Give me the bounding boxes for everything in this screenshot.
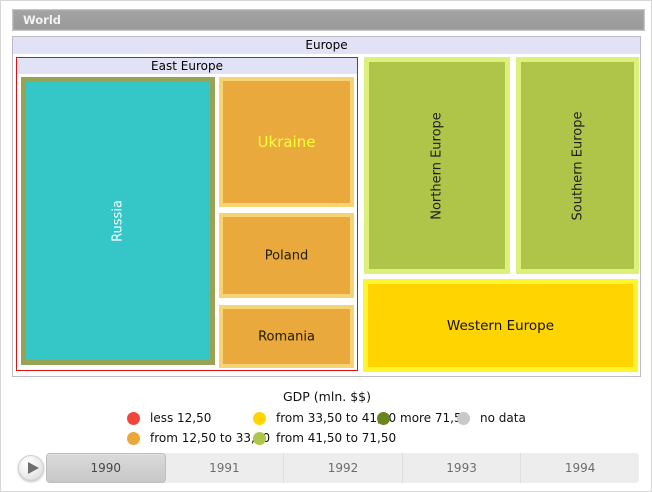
legend-marker-red-icon (127, 411, 140, 425)
northern-europe-label: Northern Europe (429, 111, 445, 220)
legend-marker-orange-icon (127, 431, 140, 445)
timeline-year-1991[interactable]: 1991 (166, 453, 284, 483)
legend-marker-yellow-green-icon (253, 431, 266, 445)
southern-europe-label: Southern Europe (570, 111, 585, 220)
legend-item-label: from 33,50 to 41,50 (276, 411, 397, 425)
treemap-node-russia[interactable]: Russia (21, 77, 215, 365)
treemap-node-romania[interactable]: Romania (219, 305, 354, 368)
treemap-header-europe[interactable]: Europe (13, 37, 640, 54)
treemap-node-northern-europe[interactable]: Northern Europe (364, 57, 510, 274)
legend-item-label: from 12,50 to 33,50 (150, 431, 271, 445)
treemap-group-east-europe: East Europe Russia Ukraine Poland Romani… (16, 57, 358, 371)
poland-label: Poland (264, 248, 309, 263)
legend-item-12-50-to-33-50[interactable]: from 12,50 to 33,50 (127, 430, 270, 446)
timeline-year-1994[interactable]: 1994 (520, 453, 639, 483)
legend-item-label: from 41,50 to 71,50 (276, 431, 397, 445)
romania-label: Romania (258, 329, 315, 344)
legend-item-label: no data (480, 411, 526, 425)
breadcrumb-world-button[interactable]: World (12, 9, 645, 31)
legend-item-more-71-50[interactable]: more 71,50 (377, 410, 469, 426)
timeline-play-button[interactable] (18, 455, 44, 481)
treemap-node-poland[interactable]: Poland (219, 213, 354, 298)
western-europe-label: Western Europe (446, 317, 555, 334)
treemap-header-east-europe[interactable]: East Europe (17, 58, 357, 74)
year-label: 1993 (446, 461, 477, 475)
timeline-year-1990[interactable]: 1990 (46, 453, 166, 483)
year-label: 1990 (90, 461, 122, 475)
legend-item-label: more 71,50 (400, 411, 470, 425)
legend-item-no-data[interactable]: no data (457, 410, 526, 426)
timeline-year-1992[interactable]: 1992 (283, 453, 402, 483)
timeline-year-strip: 1990 1991 1992 1993 1994 (46, 453, 639, 483)
year-label: 1992 (327, 461, 359, 475)
year-label: 1991 (209, 461, 240, 475)
timeline-year-1993[interactable]: 1993 (401, 453, 521, 483)
breadcrumb-world-label: World (23, 13, 62, 27)
treemap-node-southern-europe[interactable]: Southern Europe (516, 57, 639, 274)
ukraine-label: Ukraine (257, 133, 316, 151)
legend-marker-yellow-icon (253, 411, 266, 425)
play-icon (28, 462, 39, 474)
legend-item-less-12-50[interactable]: less 12,50 (127, 410, 211, 426)
year-label: 1994 (564, 461, 596, 475)
east-europe-header-label: East Europe (151, 59, 223, 73)
legend-marker-dark-green-icon (377, 411, 390, 425)
legend-item-label: less 12,50 (150, 411, 212, 425)
legend-item-41-50-to-71-50[interactable]: from 41,50 to 71,50 (253, 430, 396, 446)
legend-item-33-50-to-41-50[interactable]: from 33,50 to 41,50 (253, 410, 396, 426)
russia-label: Russia (110, 200, 126, 242)
europe-header-label: Europe (305, 38, 348, 52)
treemap-node-western-europe[interactable]: Western Europe (363, 279, 638, 372)
treemap-node-ukraine[interactable]: Ukraine (219, 77, 354, 207)
legend-marker-gray-icon (457, 411, 470, 425)
legend-title: GDP (mln. $$) (282, 389, 371, 404)
treemap-europe-container: Europe East Europe Russia Ukraine Poland… (12, 36, 641, 377)
